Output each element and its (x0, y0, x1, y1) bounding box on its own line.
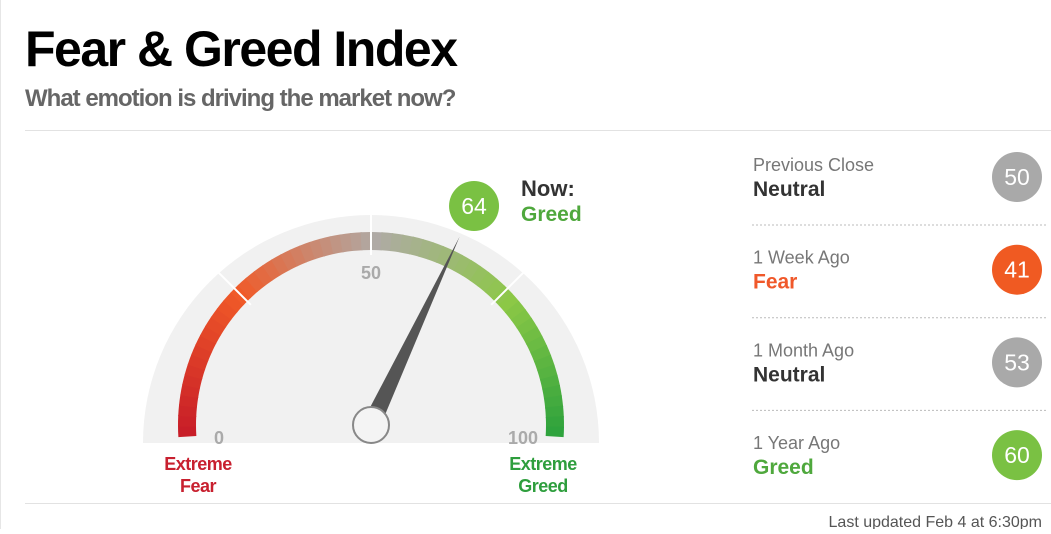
gauge-arc (205, 316, 227, 336)
gauge-arc (223, 291, 245, 313)
gauge-arc (289, 245, 307, 267)
extreme-greed-label: Extreme (509, 454, 577, 474)
subtitle: What emotion is driving the market now? (25, 85, 456, 112)
gauge-arc (542, 384, 562, 400)
gauge-arc (545, 426, 564, 438)
gauge-arc (444, 250, 463, 272)
value-label: 64 (461, 193, 487, 219)
history-label: 1 Year Ago (753, 433, 840, 453)
history-badge (992, 430, 1042, 481)
history-rating: Greed (753, 456, 814, 479)
gauge-arc (418, 239, 435, 260)
gauge-arc (427, 242, 444, 263)
history: Previous Close Neutral 50 1 Week Ago Fear 41 1… (752, 152, 1048, 481)
gauge-arc (545, 405, 564, 419)
needle-hub (352, 406, 390, 444)
gauge-arc (271, 254, 290, 276)
history-value: 53 (1004, 349, 1030, 375)
gauge-arc (178, 404, 198, 417)
history-badge (992, 244, 1042, 295)
history-label: 1 Month Ago (753, 340, 854, 360)
last-updated: Last updated Feb 4 at 6:30pm (829, 514, 1042, 529)
history-label: Previous Close (753, 155, 874, 175)
gauge-arc (371, 232, 383, 251)
history-rating: Neutral (753, 178, 825, 201)
history-value: 41 (1004, 257, 1030, 283)
gauge-arc (191, 343, 213, 362)
gauge-arc (436, 245, 454, 267)
gauge-arc (484, 278, 506, 300)
gauge-arc (237, 277, 259, 299)
gauge-arc (350, 232, 363, 252)
gauge-arc (195, 334, 217, 353)
gauge-arc (178, 425, 197, 438)
gauge-arc (504, 300, 526, 321)
needle (362, 236, 460, 429)
gauge-arc (262, 259, 282, 281)
gauge-tick-label: 0 (214, 428, 224, 448)
gauge-arc (510, 308, 533, 329)
extreme-greed-label: Greed (518, 476, 568, 496)
gauge-tick-label: 100 (508, 428, 538, 448)
gauge-arc (210, 307, 232, 328)
history-badge (992, 337, 1042, 388)
gauge-arc (178, 414, 197, 427)
history-rating: Fear (753, 271, 797, 294)
history-value: 60 (1004, 442, 1030, 468)
gauge-arc (360, 232, 373, 251)
now-rating: Greed (521, 203, 582, 226)
history-badge (992, 152, 1042, 202)
gauge-divider (207, 261, 252, 306)
gauge-arc (469, 265, 490, 287)
gauge-arc (199, 325, 222, 344)
gauge-arc (477, 271, 498, 293)
gauge-arc (280, 249, 299, 271)
gauge-arc (380, 232, 394, 252)
gauge-tick-label: 50 (361, 263, 381, 283)
now-label: Now: (521, 176, 575, 201)
gauge-arc (178, 393, 199, 408)
history-rating: Neutral (753, 363, 825, 386)
gauge-arc (184, 363, 206, 380)
value-bubble (449, 181, 500, 232)
gauge-arc (461, 259, 481, 282)
extreme-fear-label: Fear (180, 476, 217, 496)
gauge-arc (530, 345, 552, 363)
gauge-divider (490, 261, 535, 306)
history-value: 50 (1004, 164, 1030, 190)
gauge-arc (491, 285, 513, 307)
gauge-arc (543, 395, 564, 409)
gauge-arc (339, 233, 354, 253)
gauge-arc (216, 299, 238, 320)
gauge-arc (329, 234, 344, 255)
gauge-arc (453, 254, 473, 276)
gauge-arc (516, 317, 538, 337)
history-label: 1 Week Ago (753, 248, 850, 268)
gauge-arc (526, 335, 548, 354)
gauge-arc (245, 270, 266, 293)
title: Fear & Greed Index (25, 21, 458, 77)
gauge-arc (253, 264, 274, 287)
gauge-arc (187, 353, 209, 371)
gauge-arc (521, 326, 543, 345)
extreme-fear-label: Extreme (164, 454, 232, 474)
gauge-arc (545, 416, 564, 428)
gauge-arc (498, 292, 520, 314)
